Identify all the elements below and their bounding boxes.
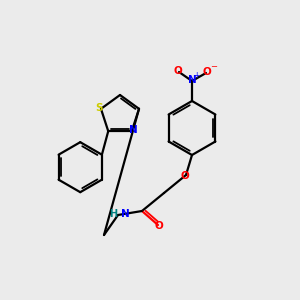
Text: N: N xyxy=(129,125,138,135)
Text: O: O xyxy=(154,221,164,231)
Text: O: O xyxy=(181,171,189,181)
Text: S: S xyxy=(95,103,103,113)
Text: N: N xyxy=(121,209,130,219)
Text: N: N xyxy=(188,75,196,85)
Text: −: − xyxy=(211,62,218,71)
Text: O: O xyxy=(202,67,211,77)
Text: +: + xyxy=(193,71,199,80)
Text: H: H xyxy=(109,209,117,219)
Text: O: O xyxy=(174,66,182,76)
